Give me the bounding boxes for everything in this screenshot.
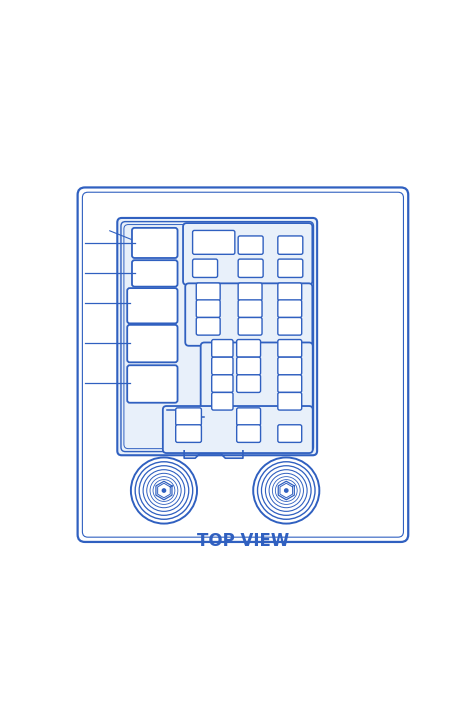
Text: 29: 29 (285, 381, 295, 387)
FancyBboxPatch shape (237, 375, 261, 392)
FancyBboxPatch shape (132, 260, 178, 287)
Text: 16: 16 (245, 324, 255, 329)
FancyBboxPatch shape (212, 357, 233, 375)
Text: 7: 7 (220, 363, 225, 369)
FancyBboxPatch shape (238, 236, 263, 254)
FancyBboxPatch shape (237, 340, 261, 357)
Text: 10: 10 (183, 413, 193, 420)
Text: 1: 1 (152, 242, 158, 251)
FancyBboxPatch shape (237, 425, 261, 442)
Text: RELAY: RELAY (137, 336, 167, 345)
FancyBboxPatch shape (278, 340, 301, 357)
FancyBboxPatch shape (196, 283, 220, 300)
Text: 28: 28 (285, 363, 295, 369)
Text: RELAY: RELAY (137, 376, 167, 386)
Text: 14: 14 (245, 289, 255, 295)
FancyBboxPatch shape (278, 375, 301, 392)
Text: 25: 25 (285, 306, 295, 311)
FancyBboxPatch shape (132, 228, 178, 258)
FancyBboxPatch shape (127, 325, 178, 362)
Text: 15: 15 (245, 306, 255, 311)
FancyBboxPatch shape (78, 188, 408, 542)
FancyBboxPatch shape (183, 223, 312, 285)
Text: 5: 5 (149, 383, 155, 392)
Text: FUSE1: FUSE1 (202, 240, 226, 245)
FancyBboxPatch shape (278, 425, 301, 442)
Text: 24: 24 (285, 289, 295, 295)
Text: 22: 22 (285, 242, 295, 248)
FancyBboxPatch shape (278, 283, 301, 300)
FancyBboxPatch shape (176, 425, 201, 442)
Text: 27: 27 (285, 345, 295, 351)
Text: 12: 12 (246, 242, 255, 248)
Text: RELAY: RELAY (140, 266, 170, 275)
Text: 11: 11 (183, 431, 193, 437)
FancyBboxPatch shape (201, 342, 313, 421)
Text: TOP VIEW: TOP VIEW (197, 532, 289, 550)
Text: 3: 3 (206, 289, 211, 295)
Text: 3: 3 (149, 305, 155, 314)
FancyBboxPatch shape (278, 392, 301, 410)
Text: RELAY: RELAY (137, 298, 167, 307)
FancyBboxPatch shape (238, 318, 262, 335)
FancyBboxPatch shape (192, 259, 218, 277)
FancyBboxPatch shape (237, 408, 261, 426)
Text: 23: 23 (285, 265, 295, 272)
FancyBboxPatch shape (278, 300, 301, 318)
FancyBboxPatch shape (238, 300, 262, 318)
Text: 5: 5 (206, 324, 211, 329)
Text: 4: 4 (149, 342, 155, 352)
FancyBboxPatch shape (196, 300, 220, 318)
Text: 4: 4 (206, 306, 211, 311)
Text: 31: 31 (285, 431, 295, 437)
Text: 20: 20 (244, 413, 254, 420)
FancyBboxPatch shape (212, 392, 233, 410)
FancyBboxPatch shape (117, 218, 317, 455)
FancyBboxPatch shape (212, 375, 233, 392)
FancyBboxPatch shape (196, 318, 220, 335)
FancyBboxPatch shape (163, 406, 313, 453)
Text: 9: 9 (220, 398, 225, 404)
Text: 2: 2 (202, 265, 208, 272)
FancyBboxPatch shape (237, 357, 261, 375)
Text: 18: 18 (244, 363, 254, 369)
FancyBboxPatch shape (278, 259, 303, 277)
Text: 17: 17 (244, 345, 254, 351)
Circle shape (284, 489, 288, 492)
FancyBboxPatch shape (278, 318, 301, 335)
Text: 2: 2 (152, 273, 158, 282)
FancyBboxPatch shape (127, 288, 178, 324)
Text: RELAY: RELAY (140, 235, 170, 245)
Text: 6: 6 (220, 345, 225, 351)
Text: 19: 19 (244, 381, 254, 387)
FancyBboxPatch shape (238, 259, 263, 277)
FancyBboxPatch shape (278, 236, 303, 254)
FancyBboxPatch shape (127, 365, 178, 403)
Text: 30: 30 (285, 398, 295, 404)
Circle shape (162, 489, 165, 492)
FancyBboxPatch shape (212, 340, 233, 357)
FancyBboxPatch shape (192, 230, 235, 254)
Text: 26: 26 (285, 324, 295, 329)
FancyBboxPatch shape (185, 283, 312, 346)
Text: 21: 21 (244, 431, 254, 437)
FancyBboxPatch shape (278, 357, 301, 375)
FancyBboxPatch shape (238, 283, 262, 300)
FancyBboxPatch shape (176, 408, 201, 426)
Text: 13: 13 (246, 265, 255, 272)
Text: 8: 8 (220, 381, 225, 387)
